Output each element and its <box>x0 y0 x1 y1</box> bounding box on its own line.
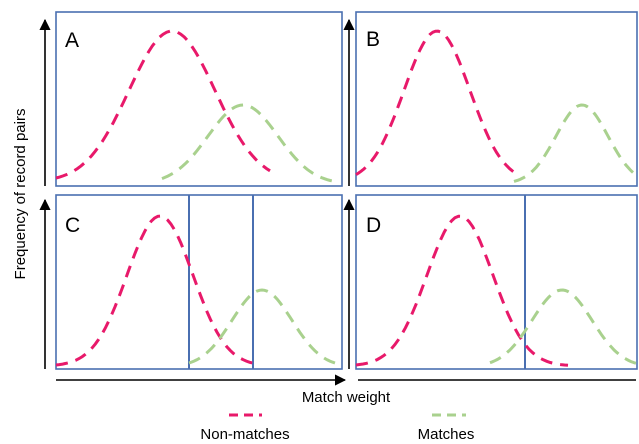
panel-a-non-matches-curve <box>55 29 271 180</box>
panel-a-frame <box>55 11 343 187</box>
panel-a-label: A <box>65 29 79 52</box>
legend-matches-label: Matches <box>418 426 475 443</box>
panel-b-non-matches-curve <box>355 29 516 176</box>
panel-d-frame <box>355 194 638 370</box>
panel-c-matches-curve <box>188 288 341 366</box>
legend-non-matches-label: Non-matches <box>200 426 289 443</box>
panel-b-frame <box>355 11 638 187</box>
panel-d-matches-curve <box>489 288 637 365</box>
panel-c-non-matches-curve <box>55 214 254 367</box>
panel-a-matches-curve <box>161 103 337 184</box>
panel-b-matches-curve <box>513 103 637 183</box>
panel-c-frame <box>55 194 343 370</box>
y-axis-label: Frequency of record pairs <box>12 109 29 280</box>
x-axis-label: Match weight <box>302 389 391 406</box>
panel-d-non-matches-curve <box>355 214 569 367</box>
panel-d-label: D <box>366 214 381 237</box>
panel-b-label: B <box>366 28 380 51</box>
panel-c-label: C <box>65 214 80 237</box>
